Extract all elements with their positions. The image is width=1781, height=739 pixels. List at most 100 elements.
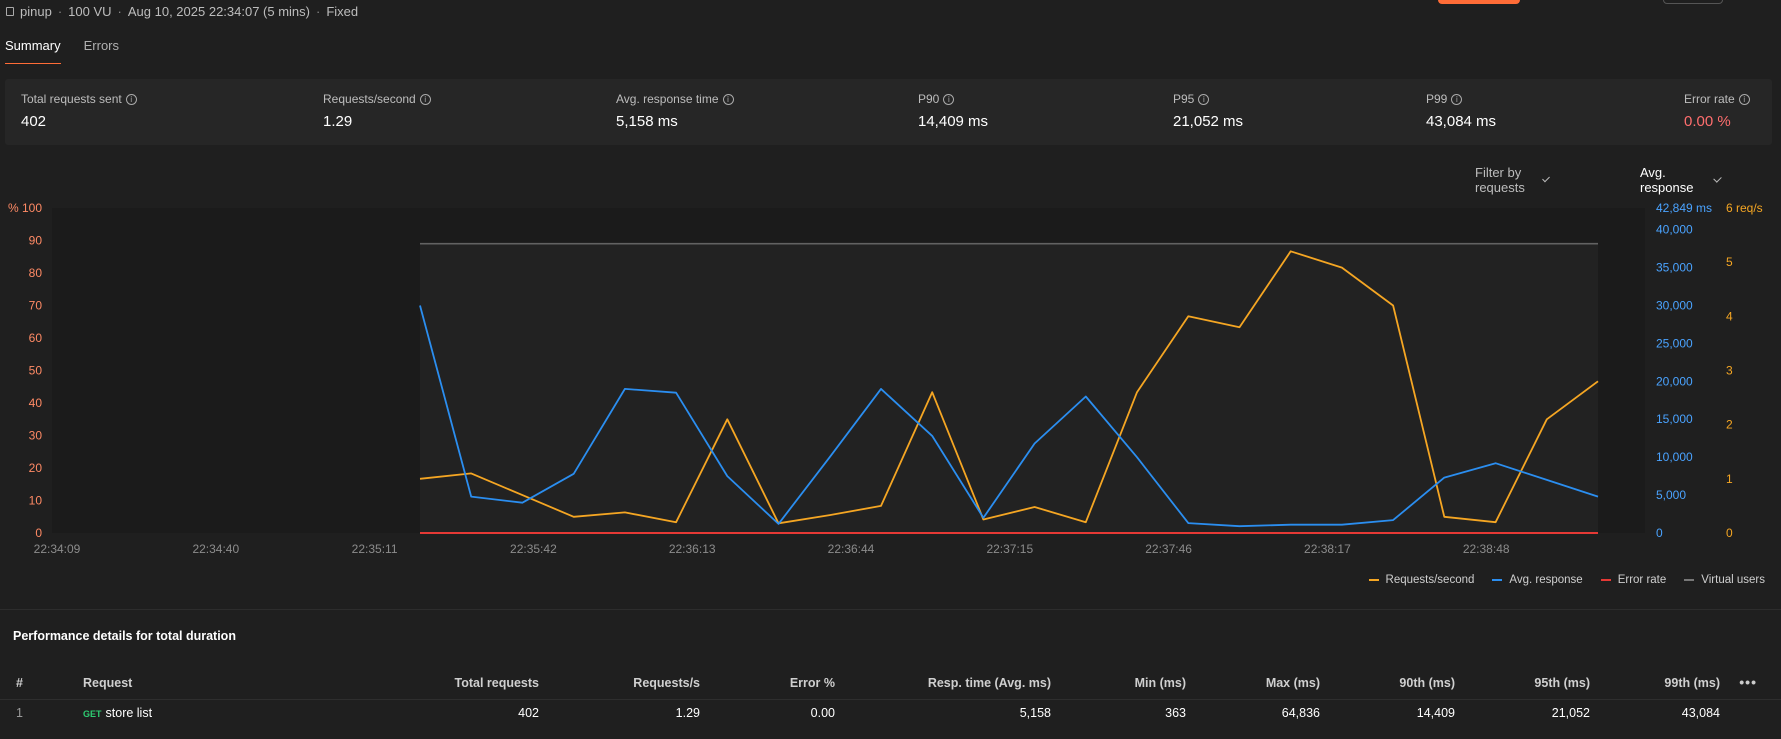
legend-item-requests[interactable]: Requests/second (1368, 574, 1475, 586)
cell-error: 0.00 (810, 706, 835, 720)
table-header-row: # Request Total requests Requests/s Erro… (0, 670, 1781, 700)
cell-avg: 5,158 (1019, 706, 1051, 720)
x-axis-tick: 22:38:17 (1304, 542, 1351, 556)
col-max[interactable]: Max (ms) (1265, 676, 1320, 690)
mid-axis-tick: 20,000 (1656, 374, 1693, 388)
x-axis-tick: 22:36:44 (828, 542, 875, 556)
x-axis-tick: 22:34:09 (34, 542, 81, 556)
series-line-requests-second (419, 250, 1599, 525)
legend-swatch (1600, 579, 1611, 581)
stat-requests-per-second: Requests/second i 1.29 (323, 92, 431, 130)
tab-errors[interactable]: Errors (83, 38, 120, 53)
mid-axis-tick: 40,000 (1656, 223, 1693, 237)
stat-label: Requests/second (323, 92, 416, 106)
section-divider (0, 609, 1781, 610)
info-icon[interactable]: i (1198, 93, 1210, 105)
legend-item-avg-response[interactable]: Avg. response (1492, 574, 1583, 586)
cell-total: 402 (518, 706, 539, 720)
stat-value: 1.29 (323, 113, 353, 130)
more-options-icon[interactable]: ••• (1739, 674, 1757, 690)
mid-axis-tick: 15,000 (1656, 412, 1693, 426)
mid-axis-tick: 25,000 (1656, 336, 1693, 350)
primary-action-button[interactable] (1438, 0, 1520, 4)
x-axis-tick: 22:38:48 (1463, 542, 1510, 556)
chevron-down-icon (1713, 173, 1723, 183)
stat-value: 14,409 ms (918, 113, 989, 130)
x-axis-tick: 22:35:42 (510, 542, 557, 556)
load-profile: Fixed (326, 4, 359, 19)
mid-axis-label: 42,849 ms (1656, 201, 1712, 215)
info-icon[interactable]: i (419, 93, 431, 105)
stat-avg-response-time: Avg. response time i 5,158 ms (616, 92, 734, 130)
col-error-pct[interactable]: Error % (789, 676, 835, 690)
cell-max: 64,836 (1281, 706, 1320, 720)
col-avg-resp[interactable]: Resp. time (Avg. ms) (927, 676, 1051, 690)
secondary-action-button[interactable] (1663, 0, 1723, 4)
right-axis-tick: 0 (1726, 526, 1733, 540)
filter-requests-dropdown[interactable]: Filter by requests (1475, 165, 1550, 195)
mid-axis-tick: 0 (1656, 526, 1663, 540)
cell-p99: 43,084 (1681, 706, 1720, 720)
stat-error-rate: Error rate i 0.00 % (1684, 92, 1750, 130)
info-icon[interactable]: i (1451, 93, 1463, 105)
left-axis-tick: 40 (29, 396, 43, 410)
chevron-down-icon (1541, 174, 1550, 182)
stat-label: Avg. response time (616, 92, 719, 106)
series-line-avg-response (419, 305, 1599, 528)
stat-value: 43,084 ms (1426, 113, 1497, 130)
left-axis-tick: 60 (29, 331, 43, 345)
col-min[interactable]: Min (ms) (1134, 676, 1186, 690)
col-total-requests[interactable]: Total requests (454, 676, 539, 690)
cell-p95: 21,052 (1551, 706, 1590, 720)
tab-summary[interactable]: Summary (5, 34, 61, 64)
metric-dropdown[interactable]: Avg. response (1640, 165, 1723, 195)
request-name: store list (105, 706, 153, 720)
left-axis-tick: 70 (29, 299, 43, 313)
right-axis-tick: 3 (1726, 364, 1733, 378)
col-requests-per-sec[interactable]: Requests/s (633, 676, 700, 690)
stat-total-requests: Total requests sent i 402 (21, 92, 137, 130)
dropdown-label: Avg. response (1640, 165, 1694, 195)
legend-swatch (1684, 579, 1695, 581)
dropdown-label: Filter by requests (1475, 165, 1525, 195)
row-request[interactable]: GET store list (83, 706, 152, 720)
legend-item-error-rate[interactable]: Error rate (1600, 574, 1666, 586)
x-axis-tick: 22:37:15 (986, 542, 1033, 556)
stat-value: 5,158 ms (616, 113, 678, 130)
col-p90[interactable]: 90th (ms) (1399, 676, 1455, 690)
perf-section-title: Performance details for total duration (13, 629, 236, 643)
info-icon[interactable]: i (943, 93, 955, 105)
cell-rps: 1.29 (675, 706, 700, 720)
stat-value: 21,052 ms (1173, 113, 1244, 130)
stat-label: P90 (918, 92, 940, 106)
col-p99[interactable]: 99th (ms) (1664, 676, 1720, 690)
left-axis-label: % 100 (8, 201, 42, 215)
right-axis-tick: 5 (1726, 255, 1733, 269)
stat-label: P95 (1173, 92, 1195, 106)
separator-dot: · (57, 4, 63, 19)
report-tabs: Summary Errors (0, 34, 137, 64)
mid-axis-tick: 10,000 (1656, 450, 1693, 464)
legend-label: Virtual users (1701, 574, 1765, 586)
legend-label: Requests/second (1385, 574, 1475, 586)
left-axis-tick: 0 (35, 526, 42, 540)
stat-label: Total requests sent (21, 92, 122, 106)
legend-item-virtual-users[interactable]: Virtual users (1684, 574, 1765, 586)
x-axis-tick: 22:37:46 (1145, 542, 1192, 556)
info-icon[interactable]: i (722, 93, 734, 105)
col-request: Request (83, 676, 133, 690)
x-axis-tick: 22:36:13 (669, 542, 716, 556)
collection-name: pinup (20, 4, 52, 19)
col-index: # (16, 676, 23, 690)
info-icon[interactable]: i (1738, 93, 1750, 105)
left-axis-tick: 90 (29, 234, 43, 248)
mid-axis-tick: 5,000 (1656, 488, 1686, 502)
info-icon[interactable]: i (125, 93, 137, 105)
col-p95[interactable]: 95th (ms) (1534, 676, 1590, 690)
stat-label: P99 (1426, 92, 1448, 106)
row-index: 1 (16, 706, 23, 720)
table-row[interactable]: 1 GET store list 402 1.29 0.00 5,158 363 … (0, 700, 1781, 730)
data-window (420, 242, 1598, 533)
separator-dot: · (117, 4, 122, 19)
